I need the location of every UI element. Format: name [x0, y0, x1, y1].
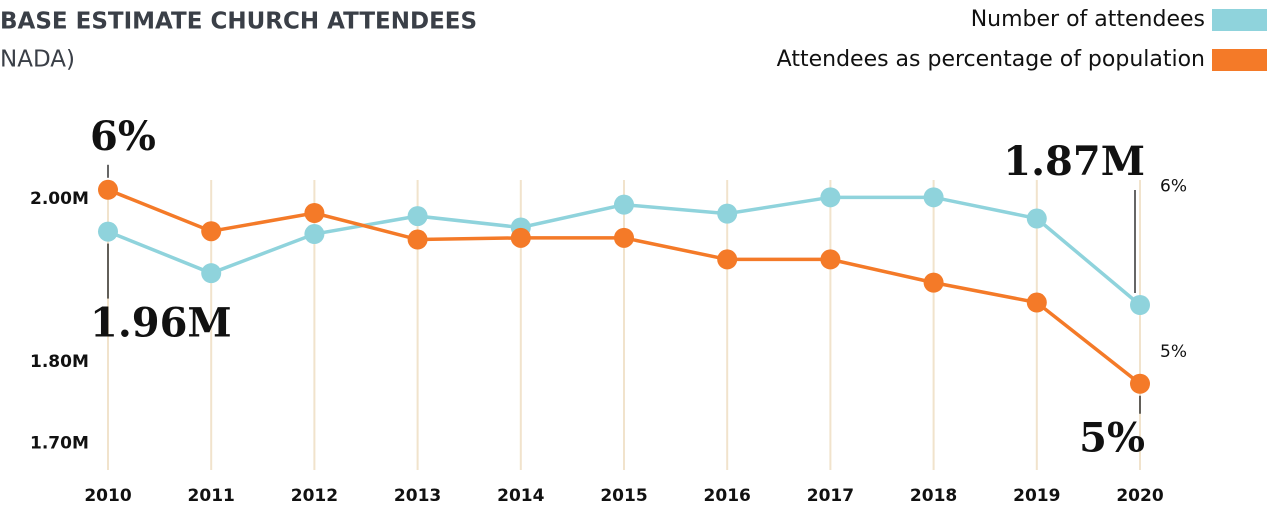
x-tick-label: 2016	[704, 486, 751, 506]
legend-label: Attendees as percentage of population	[777, 47, 1205, 72]
x-tick-label: 2014	[497, 486, 544, 506]
legend-label: Number of attendees	[971, 7, 1205, 32]
x-tick-label: 2012	[291, 486, 338, 506]
x-tick-label: 2020	[1116, 486, 1163, 506]
x-tick-label: 2013	[394, 486, 441, 506]
y-tick-label: 1.80M	[30, 352, 89, 372]
legend-swatch	[1212, 49, 1267, 71]
chart-subtitle: NADA)	[0, 47, 75, 73]
y2-tick-label: 5%	[1160, 342, 1187, 362]
data-point	[923, 187, 944, 208]
value-label: 6%	[90, 113, 156, 160]
x-tick-label: 2017	[807, 486, 854, 506]
data-point	[820, 249, 841, 270]
data-point	[510, 227, 531, 248]
data-point	[98, 221, 118, 242]
y-tick-label: 2.00M	[30, 189, 89, 209]
data-point	[1026, 208, 1047, 229]
data-point	[304, 202, 325, 223]
data-point	[201, 263, 222, 284]
data-point	[407, 229, 428, 250]
x-tick-label: 2015	[600, 486, 647, 506]
data-point	[201, 221, 222, 242]
chart-title: BASE ESTIMATE CHURCH ATTENDEES	[0, 9, 477, 35]
data-point	[820, 187, 841, 208]
value-label: 1.87M	[1003, 138, 1145, 185]
data-point	[717, 203, 738, 224]
data-point	[304, 224, 325, 245]
x-tick-label: 2019	[1013, 486, 1060, 506]
x-tick-label: 2010	[84, 486, 131, 506]
x-tick-label: 2011	[188, 486, 235, 506]
x-tick-label: 2018	[910, 486, 957, 506]
data-point	[614, 194, 634, 215]
data-point	[407, 206, 428, 227]
data-point	[923, 272, 944, 293]
data-point	[1130, 295, 1150, 315]
data-point	[717, 249, 738, 270]
data-point	[614, 227, 634, 248]
y2-tick-label: 6%	[1160, 176, 1187, 196]
legend-swatch	[1212, 9, 1267, 31]
data-point	[1130, 373, 1150, 394]
y-tick-label: 1.70M	[30, 434, 89, 454]
value-label: 1.96M	[90, 300, 232, 347]
value-label: 5%	[1079, 415, 1145, 462]
data-point	[1026, 292, 1047, 313]
data-point	[98, 179, 118, 200]
